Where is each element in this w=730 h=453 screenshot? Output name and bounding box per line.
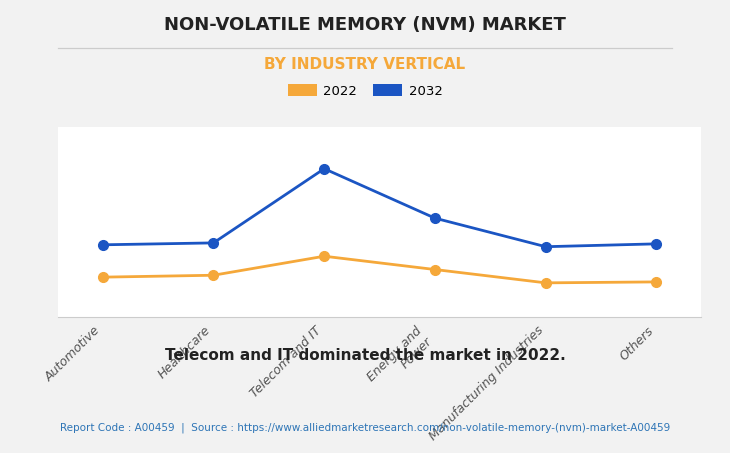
Text: BY INDUSTRY VERTICAL: BY INDUSTRY VERTICAL: [264, 57, 466, 72]
Text: Report Code : A00459  |  Source : https://www.alliedmarketresearch.com/non-volat: Report Code : A00459 | Source : https://…: [60, 423, 670, 434]
Legend: 2022, 2032: 2022, 2032: [283, 79, 447, 103]
Text: NON-VOLATILE MEMORY (NVM) MARKET: NON-VOLATILE MEMORY (NVM) MARKET: [164, 16, 566, 34]
Text: Telecom and IT dominated the market in 2022.: Telecom and IT dominated the market in 2…: [165, 348, 565, 363]
